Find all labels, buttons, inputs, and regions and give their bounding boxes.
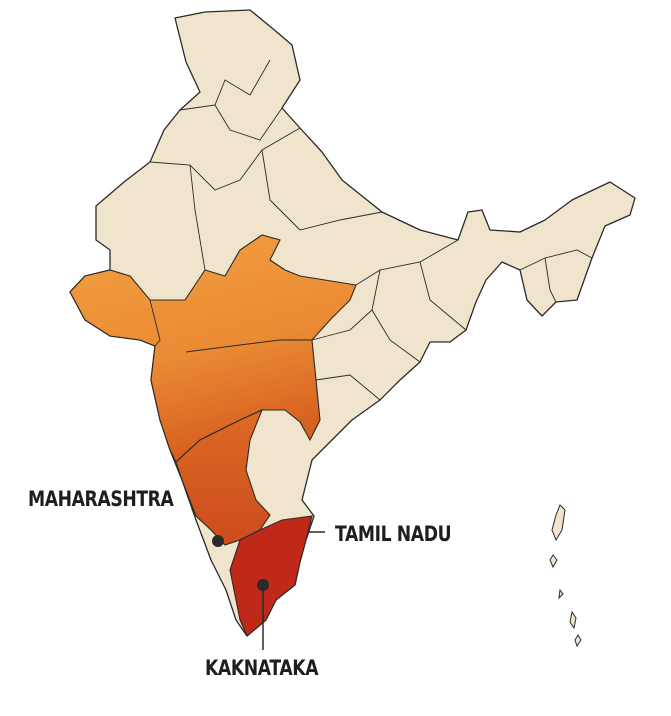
label-karnataka: KAKNATAKA: [205, 656, 319, 680]
pointers: [212, 531, 325, 650]
label-tamil-nadu: TAMIL NADU: [335, 522, 452, 546]
southern-tip-region: [229, 515, 313, 637]
andaman-islands: [549, 504, 582, 648]
state-borders: [149, 59, 593, 401]
south-central-region: [175, 408, 271, 546]
label-maharashtra: MAHARASHTRA: [28, 487, 174, 511]
maharashtra-marker: [212, 535, 224, 547]
